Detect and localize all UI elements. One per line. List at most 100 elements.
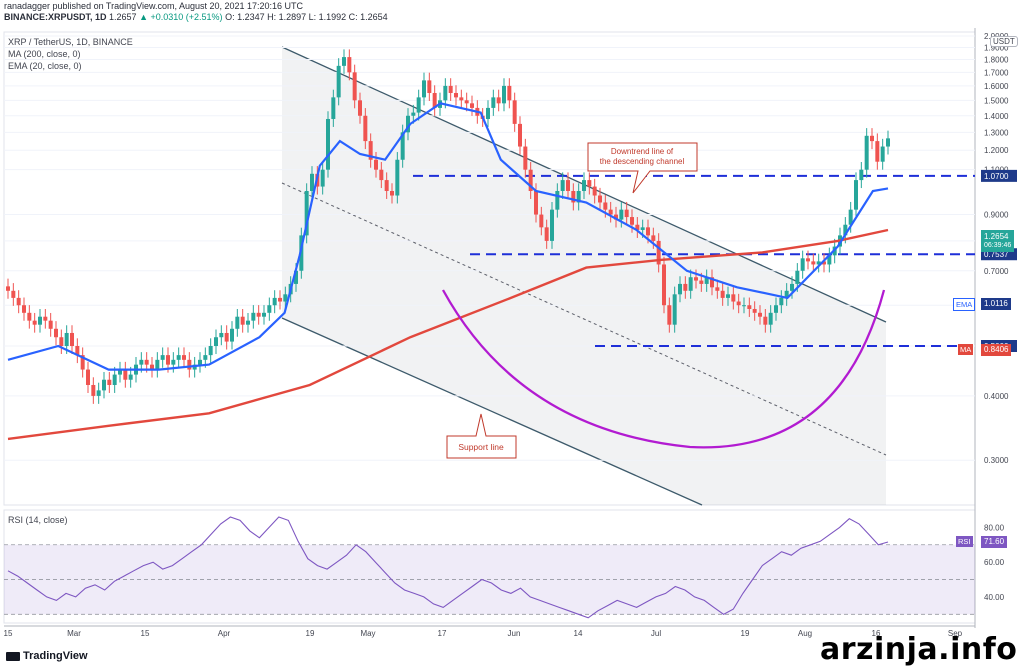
- time-tick-label: 19: [741, 629, 750, 638]
- candle-body: [400, 132, 405, 160]
- candle-body: [582, 180, 586, 191]
- candle-body: [176, 355, 181, 360]
- candle-body: [144, 359, 149, 365]
- candle-body: [395, 159, 400, 196]
- downtrend-callout-line2: the descending channel: [600, 157, 685, 166]
- candle-body: [678, 283, 682, 295]
- time-tick-label: Apr: [218, 629, 231, 638]
- candle-body: [864, 135, 869, 170]
- candle-body: [299, 235, 304, 271]
- countdown-value: 06:39:46: [984, 242, 1012, 249]
- candle-body: [544, 227, 549, 241]
- site-watermark: arzinja.info: [820, 632, 1018, 667]
- candle-body: [374, 159, 378, 170]
- candle-body: [784, 290, 789, 298]
- candle-body: [720, 290, 725, 298]
- candle-body: [624, 209, 629, 218]
- candle-body: [555, 191, 560, 210]
- candle-body: [646, 227, 650, 236]
- candle-body: [491, 97, 496, 108]
- candle-body: [710, 277, 714, 288]
- rsi-tick-label: 60.00: [984, 558, 1005, 567]
- price-tick-label: 1.6000: [984, 82, 1009, 91]
- price-tick-label: 1.8000: [984, 56, 1009, 65]
- candle-body: [443, 85, 448, 101]
- candle-body: [331, 97, 336, 119]
- candle-body: [251, 312, 256, 321]
- candle-body: [566, 180, 570, 191]
- tradingview-logo-text: TradingView: [23, 650, 88, 662]
- candle-body: [22, 305, 26, 313]
- candle-body: [848, 209, 853, 225]
- rsi-pane: [3, 509, 976, 624]
- candle-body: [235, 316, 240, 329]
- candle-body: [619, 209, 624, 220]
- channel-fill: [282, 47, 886, 505]
- candle-body: [672, 294, 677, 325]
- candle-body: [283, 294, 288, 302]
- candle-body: [592, 186, 597, 196]
- rsi-line: [7, 516, 889, 619]
- candle-body: [326, 118, 330, 170]
- candle-body: [614, 214, 618, 220]
- candle-body: [699, 280, 704, 284]
- candle-body: [427, 80, 432, 93]
- time-tick-label: Mar: [67, 629, 81, 638]
- last-price-badge: 1.2654 06:39:46: [981, 230, 1015, 252]
- candle-body: [214, 337, 218, 346]
- change-label: ▲ +0.0310 (+2.51%): [139, 12, 223, 22]
- candle-body: [198, 359, 202, 365]
- candle-body: [38, 316, 42, 325]
- ma-legend: MA (200, close, 0): [8, 49, 81, 59]
- candle-body: [470, 103, 474, 108]
- symbol-label: BINANCE:XRPUSDT, 1D: [4, 12, 107, 22]
- candle-body: [123, 369, 128, 380]
- ema-value-badge: 1.0116: [981, 298, 1011, 310]
- candle-body: [27, 312, 32, 321]
- candle-body: [790, 283, 794, 291]
- candle-body: [726, 294, 730, 298]
- rsi-value-badge: 71.60: [981, 536, 1008, 548]
- candle-body: [758, 312, 762, 317]
- downtrend-callout-box: [587, 142, 698, 194]
- candle-body: [294, 270, 298, 284]
- price-tick-label: 1.4000: [984, 112, 1009, 121]
- candle-body: [32, 320, 37, 325]
- candle-body: [651, 235, 656, 241]
- tradingview-logo[interactable]: TradingView: [6, 650, 88, 662]
- time-tick-label: 17: [438, 629, 447, 638]
- candle-body: [859, 169, 864, 181]
- candle-body: [363, 115, 368, 142]
- candle-body: [608, 209, 613, 215]
- candle-body: [54, 328, 58, 338]
- candle-body: [336, 65, 341, 98]
- candle-body: [571, 191, 576, 203]
- time-tick-label: Jun: [508, 629, 521, 638]
- candle-body: [640, 227, 645, 230]
- candle-body: [230, 328, 234, 342]
- candle-body: [139, 359, 144, 365]
- candle-body: [102, 379, 106, 391]
- candle-body: [880, 146, 885, 162]
- time-tick-label: 16: [872, 629, 881, 638]
- candle-body: [310, 173, 314, 191]
- candle-body: [107, 379, 112, 385]
- candle-body: [59, 337, 64, 346]
- candle-body: [598, 195, 602, 203]
- candle-body: [550, 209, 554, 241]
- candle-body: [208, 346, 213, 356]
- candle-body: [347, 57, 352, 73]
- candle-body: [603, 202, 608, 210]
- candle-body: [187, 359, 192, 370]
- candle-body: [160, 355, 165, 360]
- candle-body: [464, 100, 469, 104]
- candle-body: [656, 240, 661, 265]
- candle-body: [390, 191, 394, 196]
- ohlc-label: O: 1.2347 H: 1.2897 L: 1.1992 C: 1.2654: [225, 12, 388, 22]
- candle-body: [539, 214, 544, 228]
- candle-body: [278, 297, 282, 302]
- time-tick-label: Jul: [651, 629, 661, 638]
- candle-body: [843, 224, 848, 236]
- currency-button[interactable]: USDT: [990, 36, 1018, 47]
- candle-body: [320, 169, 325, 187]
